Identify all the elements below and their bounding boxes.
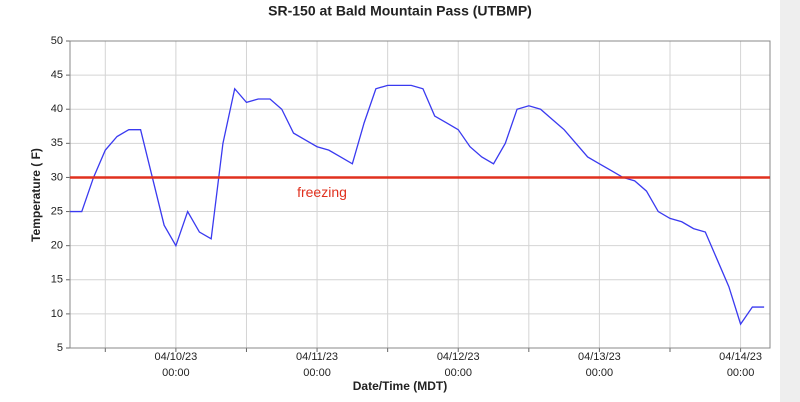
background xyxy=(0,0,780,402)
x-tick-label: 04/14/23 00:00 xyxy=(719,351,762,379)
x-tick-label: 04/12/23 00:00 xyxy=(437,351,480,379)
y-tick-label: 40 xyxy=(51,103,63,115)
y-tick-label: 25 xyxy=(51,205,63,217)
y-tick-label: 15 xyxy=(51,274,63,286)
chart-title: SR-150 at Bald Mountain Pass (UTBMP) xyxy=(268,3,532,19)
x-tick-label: 04/10/23 00:00 xyxy=(154,351,197,379)
y-tick-label: 20 xyxy=(51,240,63,252)
x-tick-label: 04/13/23 00:00 xyxy=(578,351,621,379)
temperature-line xyxy=(70,84,765,326)
y-tick-label: 35 xyxy=(51,137,63,149)
freezing-label: freezing xyxy=(297,184,347,200)
y-tick-label: 5 xyxy=(57,342,63,354)
edge-shadow xyxy=(780,0,800,402)
y-axis-label: Temperature ( F) xyxy=(29,148,43,242)
y-tick-label: 10 xyxy=(51,308,63,320)
plot-frame xyxy=(69,40,771,349)
y-tick-label: 45 xyxy=(51,69,63,81)
y-tick-label: 30 xyxy=(51,171,63,183)
x-axis-label: Date/Time (MDT) xyxy=(353,379,447,393)
y-tick-label: 50 xyxy=(51,35,63,47)
x-tick-label: 04/11/23 00:00 xyxy=(296,351,338,379)
